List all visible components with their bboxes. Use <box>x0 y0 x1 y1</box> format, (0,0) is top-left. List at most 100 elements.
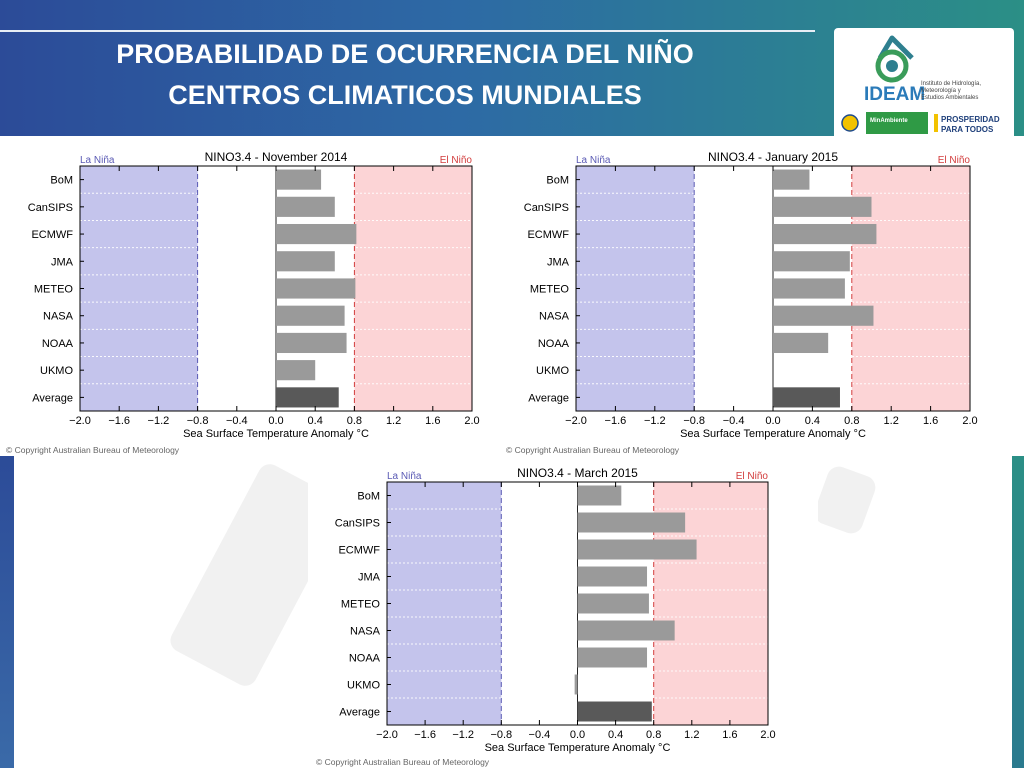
x-tick-label: 2.0 <box>962 415 977 427</box>
model-bar <box>773 251 850 272</box>
la-nina-region <box>80 166 198 411</box>
model-bar <box>577 512 686 533</box>
x-tick-label: −0.8 <box>490 729 512 741</box>
model-label: NASA <box>539 311 570 323</box>
la-nina-region <box>576 166 695 411</box>
model-bar <box>276 360 316 381</box>
model-label: CanSIPS <box>28 202 73 214</box>
ideam-logo-box: IDEAM Instituto de Hidrología, Meteorolo… <box>834 28 1014 136</box>
x-tick-label: 0.0 <box>570 729 585 741</box>
model-label: BoM <box>357 491 380 503</box>
x-tick-label: 0.8 <box>844 415 859 427</box>
model-label: Average <box>339 707 380 719</box>
chart-nov-2014: BoM CanSIPS ECMWF JMA METEO NASA NOAA UKMO Avera… <box>28 150 480 440</box>
model-bar <box>276 223 357 245</box>
chart-nov-2014-panel: BoM CanSIPS ECMWF JMA METEO NASA NOAA UKMO Avera… <box>0 142 494 456</box>
model-bar <box>773 223 877 245</box>
model-label: ECMWF <box>338 545 380 557</box>
model-bar <box>577 539 697 560</box>
model-label: JMA <box>51 256 74 268</box>
model-bar <box>276 332 347 354</box>
model-bar <box>276 278 356 299</box>
model-bar <box>773 305 874 326</box>
el-nino-region <box>354 166 472 411</box>
model-label: CanSIPS <box>335 518 380 530</box>
average-bar <box>577 701 652 722</box>
chart-jan-2015-panel: BoM CanSIPS ECMWF JMA METEO NASA NOAA UKMO Avera… <box>498 142 1008 456</box>
minambiente-badge <box>866 112 928 134</box>
x-tick-label: −0.4 <box>226 415 248 427</box>
x-tick-label: −1.6 <box>414 729 436 741</box>
copyright-mar-2015: © Copyright Australian Bureau of Meteoro… <box>316 757 490 767</box>
la-nina-label: La Niña <box>387 471 422 482</box>
copyright-nov-2014: © Copyright Australian Bureau of Meteoro… <box>6 445 180 455</box>
flag-stripe-icon <box>934 114 938 132</box>
ideam-logo: IDEAM Instituto de Hidrología, Meteorolo… <box>841 35 1000 134</box>
x-axis-label: Sea Surface Temperature Anomaly °C <box>183 428 369 440</box>
model-bar <box>577 620 675 641</box>
x-tick-label: −1.6 <box>108 415 130 427</box>
average-bar <box>773 387 840 408</box>
ideam-subtitle-3: Estudios Ambientales <box>921 95 978 101</box>
model-bar <box>276 196 335 217</box>
slogan-line-2: PARA TODOS <box>941 125 994 134</box>
x-tick-label: 0.0 <box>765 415 780 427</box>
model-bar <box>276 305 345 326</box>
model-label: NASA <box>43 311 74 323</box>
model-label: NASA <box>350 626 381 638</box>
x-tick-label: 0.8 <box>347 415 362 427</box>
right-decor-strip <box>1012 456 1024 768</box>
model-label: BoM <box>50 175 73 187</box>
x-tick-label: −1.2 <box>452 729 474 741</box>
minambiente-label: MinAmbiente <box>870 118 908 124</box>
x-tick-label: 1.6 <box>923 415 938 427</box>
x-axis-label: Sea Surface Temperature Anomaly °C <box>680 428 866 440</box>
x-tick-label: 1.2 <box>386 415 401 427</box>
copyright-jan-2015: © Copyright Australian Bureau of Meteoro… <box>506 445 680 455</box>
el-nino-label: El Niño <box>938 155 971 166</box>
model-label: NOAA <box>42 338 74 350</box>
el-nino-label: El Niño <box>736 471 769 482</box>
chart-mar-2015-panel: BoM CanSIPS ECMWF JMA METEO NASA NOAA UKMO Avera… <box>308 462 818 768</box>
model-label: METEO <box>530 284 570 296</box>
model-label: NOAA <box>349 653 381 665</box>
slide-title-line-2: CENTROS CLIMATICOS MUNDIALES <box>168 80 642 110</box>
x-tick-label: 0.4 <box>805 415 820 427</box>
x-tick-label: −2.0 <box>565 415 587 427</box>
model-label: NOAA <box>538 338 570 350</box>
chart-title: NINO3.4 - November 2014 <box>205 150 348 164</box>
slide-title-line-1: PROBABILIDAD DE OCURRENCIA DEL NIÑO <box>116 39 694 69</box>
x-tick-label: 0.4 <box>308 415 323 427</box>
model-bar <box>577 485 622 506</box>
x-tick-label: −2.0 <box>69 415 91 427</box>
model-bar <box>276 169 322 190</box>
x-axis-label: Sea Surface Temperature Anomaly °C <box>485 742 671 754</box>
la-nina-label: La Niña <box>80 155 115 166</box>
x-tick-label: 1.6 <box>722 729 737 741</box>
model-label: Average <box>32 392 73 404</box>
model-label: Average <box>528 392 569 404</box>
model-label: METEO <box>341 599 381 611</box>
model-label: UKMO <box>40 365 73 377</box>
model-bar <box>577 593 649 614</box>
average-bar <box>276 387 339 408</box>
x-tick-label: −0.4 <box>529 729 551 741</box>
x-tick-label: −1.6 <box>605 415 627 427</box>
model-label: CanSIPS <box>524 202 569 214</box>
slogan-line-1: PROSPERIDAD <box>941 115 1000 124</box>
x-tick-label: −1.2 <box>644 415 666 427</box>
left-decor-strip <box>0 456 14 768</box>
x-tick-label: 0.0 <box>268 415 283 427</box>
model-label: ECMWF <box>527 229 569 241</box>
x-tick-label: −0.4 <box>723 415 745 427</box>
slide-title: PROBABILIDAD DE OCURRENCIA DEL NIÑO CENT… <box>60 34 750 116</box>
x-tick-label: 2.0 <box>464 415 479 427</box>
model-label: UKMO <box>347 680 380 692</box>
model-label: UKMO <box>536 365 569 377</box>
x-tick-label: 0.4 <box>608 729 623 741</box>
x-tick-label: −0.8 <box>683 415 705 427</box>
la-nina-label: La Niña <box>576 155 611 166</box>
banner-rule <box>0 30 815 32</box>
ideam-subtitle-1: Instituto de Hidrología, <box>921 81 981 87</box>
x-tick-label: −1.2 <box>148 415 170 427</box>
